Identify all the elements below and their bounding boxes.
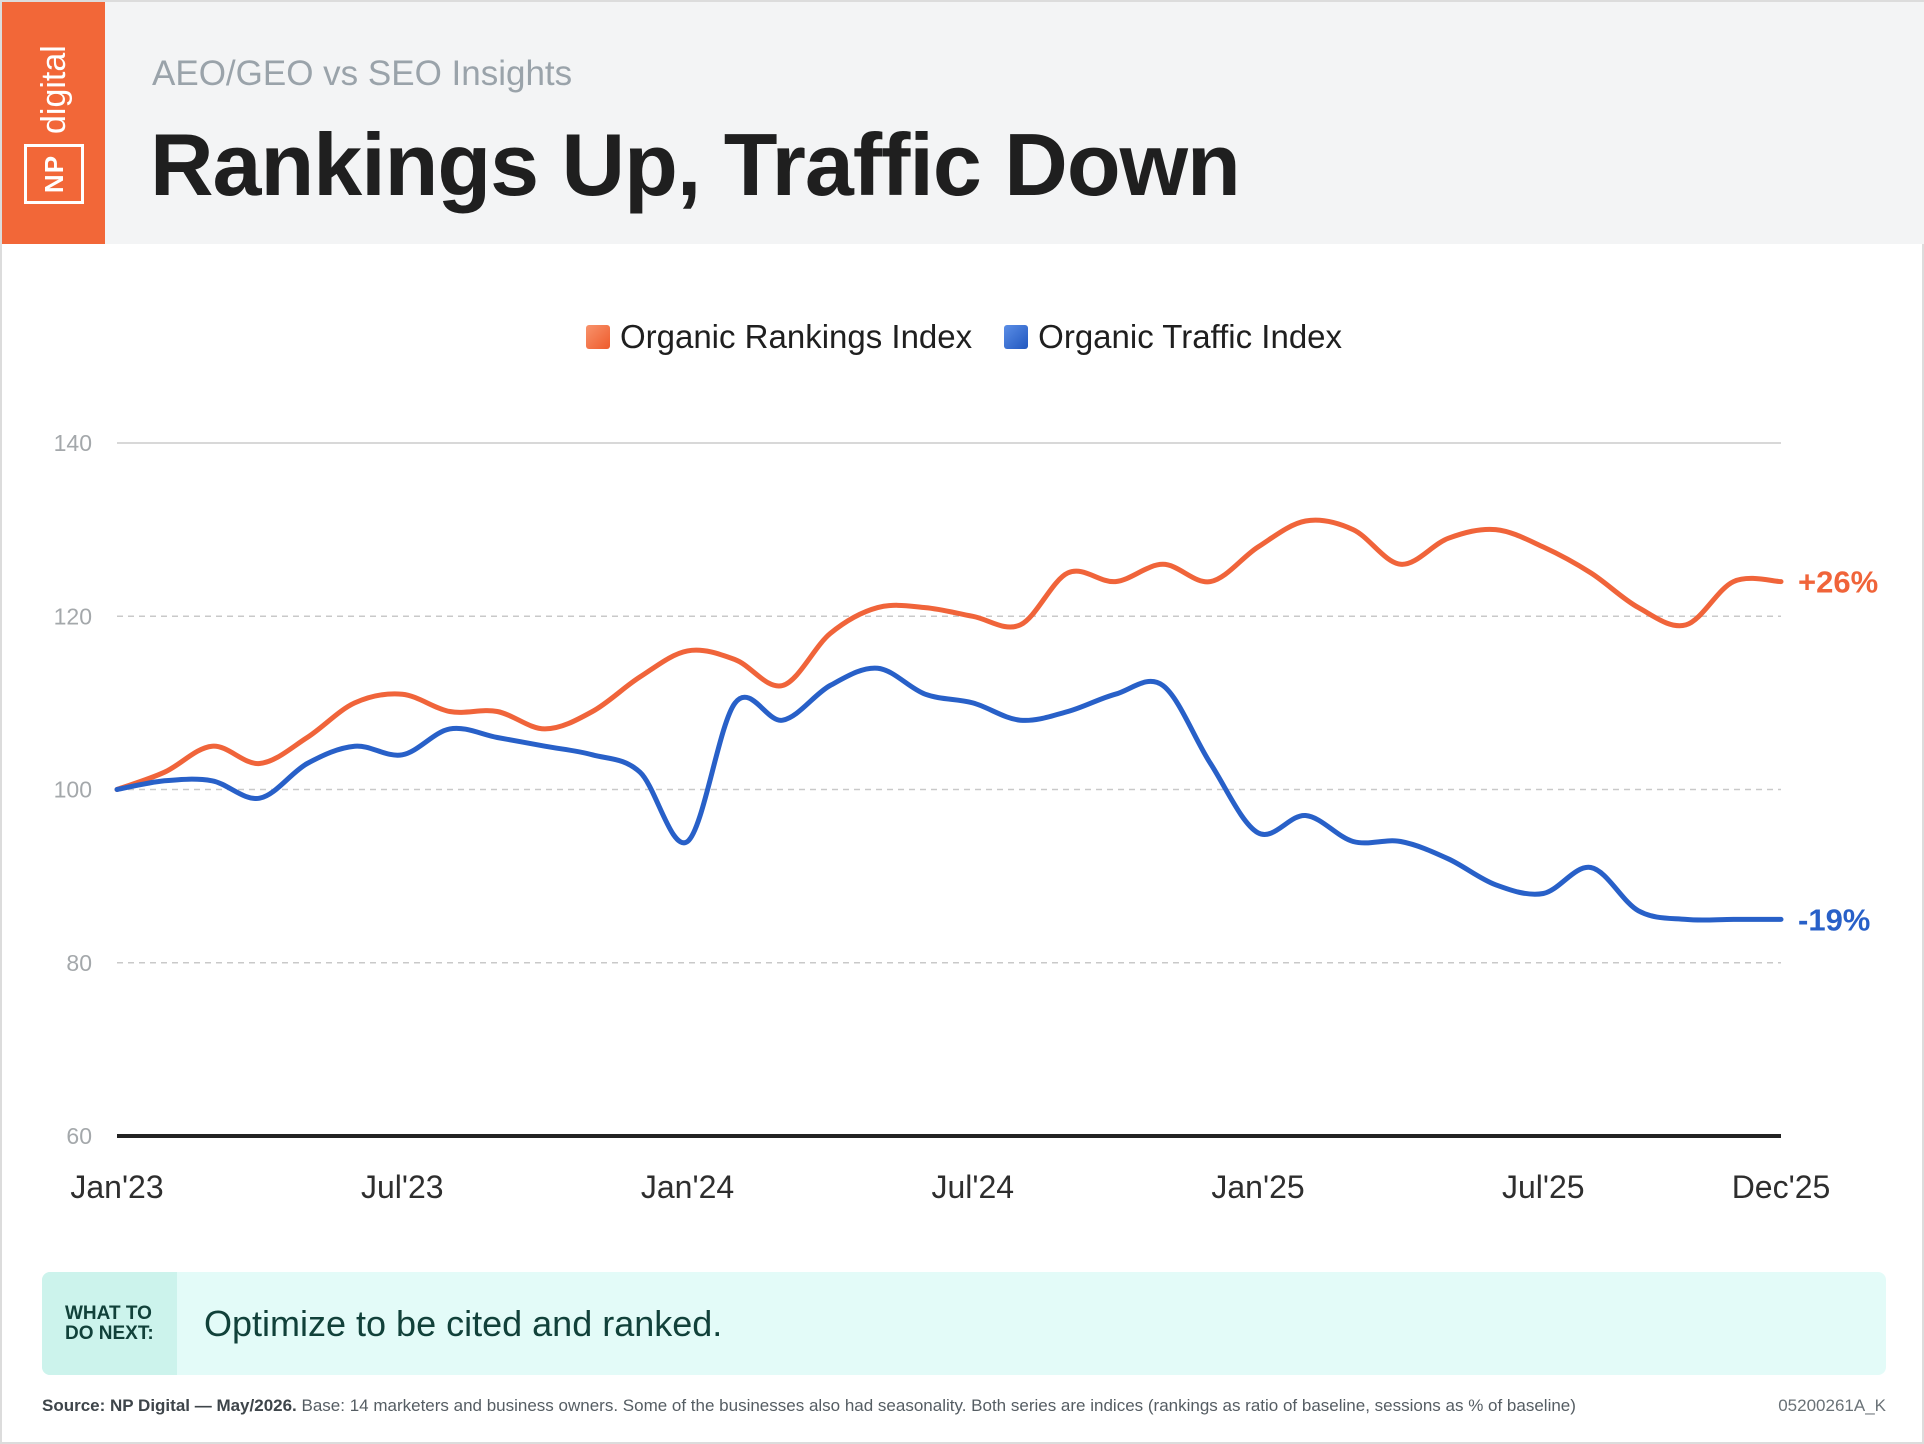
y-tick-label-60: 60 — [66, 1123, 92, 1149]
callout-text: Optimize to be cited and ranked. — [204, 1302, 723, 1344]
x-tick-label: Jul'24 — [931, 1169, 1014, 1205]
legend-entry-traffic: Organic Traffic Index — [1004, 318, 1342, 356]
legend-label-rankings: Organic Rankings Index — [619, 318, 973, 355]
x-tick-label: Dec'25 — [1732, 1169, 1831, 1205]
footer-source: Source: NP Digital — May/2026. Base: 14 … — [42, 1396, 1576, 1416]
series-line-0 — [114, 517, 1784, 792]
footer: Source: NP Digital — May/2026. Base: 14 … — [42, 1396, 1886, 1416]
logo-word: digital — [34, 45, 73, 134]
y-tick-label-80: 80 — [66, 950, 92, 976]
legend-entry-rankings: Organic Rankings Index — [585, 318, 973, 356]
series-end-label-0: +26% — [1798, 565, 1878, 600]
page-title: Rankings Up, Traffic Down — [150, 115, 1241, 214]
chart-legend: Organic Rankings Index Organic Traffic I… — [2, 318, 1924, 356]
line-chart: 60 80 100 120 140 Jan'23 Jul'23 Jan'24 Jul'24 Jan… — [54, 430, 1879, 1205]
x-tick-label: Jul'23 — [361, 1169, 444, 1205]
series-end-label-1: -19% — [1798, 902, 1870, 937]
header: NP digital AEO/GEO vs SEO Insights Ranki… — [2, 2, 1924, 244]
brand-logo: NP digital — [2, 2, 105, 244]
y-tick-label-140: 140 — [54, 430, 92, 456]
x-tick-label: Jul'25 — [1502, 1169, 1585, 1205]
page-subtitle: AEO/GEO vs SEO Insights — [152, 54, 573, 93]
x-tick-label: Jan'25 — [1211, 1169, 1304, 1205]
callout-label: WHAT TO DO NEXT: — [42, 1272, 177, 1375]
legend-swatch-rankings — [585, 325, 610, 349]
logo-box-text: NP — [24, 144, 84, 204]
y-tick-label-120: 120 — [54, 603, 92, 629]
next-step-callout: WHAT TO DO NEXT: Optimize to be cited an… — [42, 1272, 1886, 1375]
footer-source-rest: Base: 14 marketers and business owners. … — [296, 1396, 1576, 1415]
footer-code: 05200261A_K — [1778, 1396, 1886, 1415]
footer-source-bold: Source: NP Digital — May/2026. — [42, 1396, 297, 1415]
callout-label-line2: DO NEXT: — [65, 1322, 154, 1344]
y-tick-label-100: 100 — [54, 777, 92, 803]
legend-label-traffic: Organic Traffic Index — [1038, 318, 1343, 355]
series-line-1 — [114, 665, 1784, 923]
x-tick-label: Jan'23 — [70, 1169, 163, 1205]
legend-swatch-traffic — [1004, 325, 1029, 349]
logo-inner: NP digital — [24, 42, 84, 204]
callout-label-line1: WHAT TO — [65, 1302, 152, 1324]
logo-text: NP digital — [24, 42, 84, 204]
x-tick-label: Jan'24 — [641, 1169, 734, 1205]
